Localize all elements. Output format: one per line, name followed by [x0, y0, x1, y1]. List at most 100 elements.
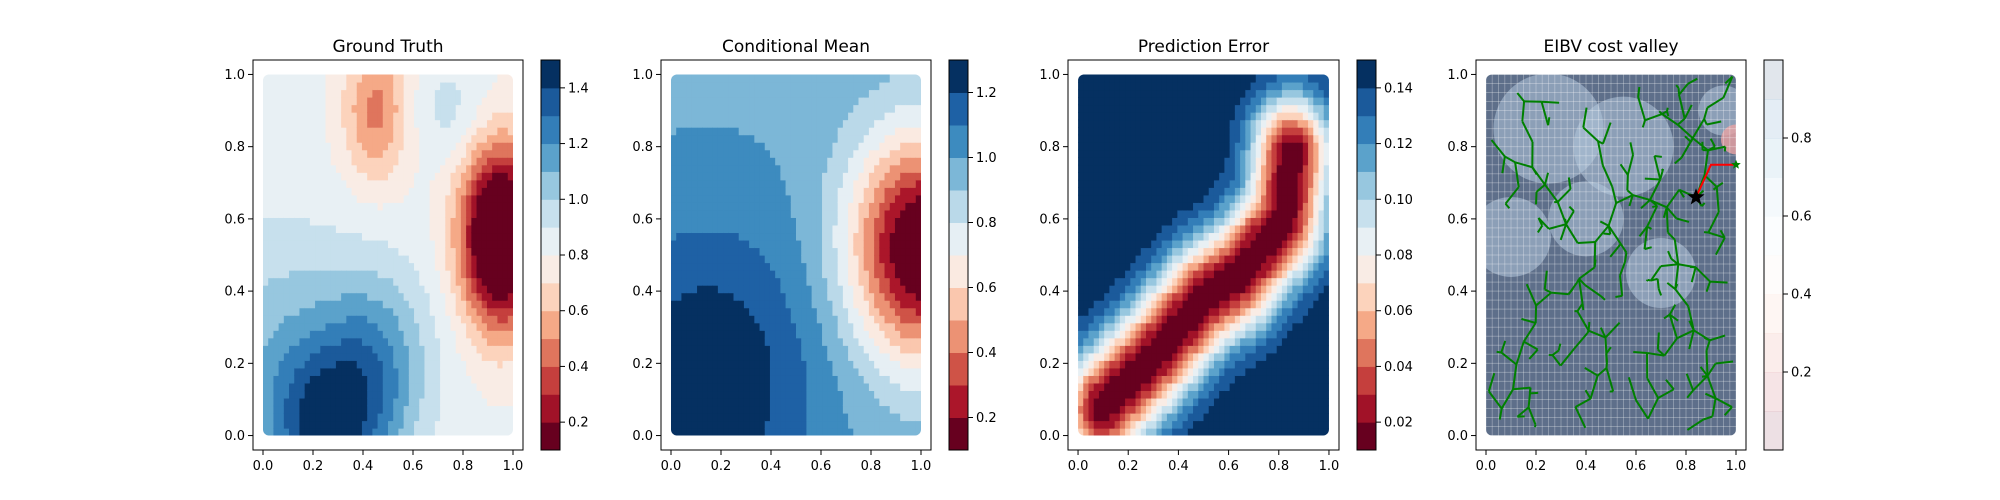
colorbar-segment — [1764, 372, 1783, 412]
tree-edge — [1711, 398, 1717, 417]
tree-edge — [1576, 310, 1590, 332]
tree-edge — [1628, 194, 1634, 207]
tree-edge — [1593, 259, 1597, 268]
tree-edge — [1678, 83, 1689, 96]
colorbar-segment — [541, 199, 560, 228]
tree-edge — [1589, 375, 1599, 399]
tree-edge — [1716, 182, 1724, 188]
tree-edge — [1500, 351, 1518, 366]
tree-edge — [1633, 350, 1648, 355]
y-tick-label: 0.0 — [1447, 429, 1468, 444]
tree-edge — [1652, 204, 1658, 209]
colorbar-tick-label: 1.4 — [568, 81, 589, 96]
tree-edge — [1699, 366, 1709, 377]
x-tick-label: 1.0 — [1726, 459, 1747, 474]
tree-edge — [1684, 135, 1692, 143]
tree-edge — [1663, 337, 1678, 357]
y-tick-label: 0.2 — [632, 357, 653, 372]
tree-edge — [1677, 117, 1686, 126]
tree-edge — [1705, 350, 1709, 376]
tree-edge — [1660, 168, 1664, 172]
tree-edge — [1599, 327, 1607, 338]
tree-edge — [1719, 229, 1726, 239]
tree-edge — [1676, 329, 1695, 340]
panel-3: 0.0 0.2 0.4 0.6 0.8 1.0 0.0 0.2 0.4 0.6 0.8 1.0 Pred… — [1039, 37, 1340, 474]
tree-edge — [1599, 220, 1610, 227]
colorbar-segment — [541, 115, 560, 145]
tree-edge — [1707, 211, 1720, 233]
tree-edge — [1609, 243, 1622, 258]
tree-edge — [1665, 206, 1678, 220]
colorbar-segment — [949, 60, 968, 93]
tree-edge — [1708, 231, 1726, 239]
tree-edge — [1540, 101, 1550, 126]
rrt-tree — [1487, 75, 1734, 431]
tree-edge — [1565, 210, 1575, 225]
colorbar-tick-label: 0.10 — [1384, 193, 1413, 208]
tree-edge — [1516, 92, 1525, 102]
colorbar-tick-label: 1.2 — [976, 86, 997, 101]
tree-edge — [1521, 101, 1526, 122]
tree-edge — [1501, 156, 1506, 174]
cost-blob — [1486, 196, 1551, 277]
axes-frame — [1475, 59, 1747, 451]
planned-path — [1695, 163, 1736, 198]
tree-edge — [1703, 174, 1718, 188]
y-tick-label: 1.0 — [1039, 68, 1060, 83]
colorbar-segment — [949, 320, 968, 353]
colorbar-segment — [1357, 171, 1376, 200]
chart-title: Prediction Error — [1138, 37, 1269, 57]
tree-edge — [1490, 139, 1506, 158]
tree-edge — [1521, 317, 1536, 324]
tree-edge — [1559, 348, 1575, 367]
tree-edge — [1647, 278, 1652, 282]
tree-edge — [1666, 107, 1669, 112]
tree-edge — [1654, 154, 1662, 158]
tree-edge — [1626, 174, 1629, 191]
x-tick-label: 0.6 — [811, 459, 832, 474]
tree-edge — [1605, 367, 1615, 392]
colorbar-tick-label: 0.8 — [976, 216, 997, 231]
current-location-marker — [1687, 188, 1705, 205]
axes-frame — [660, 59, 932, 451]
y-tick-label: 0.4 — [632, 285, 653, 300]
tree-edge — [1646, 377, 1660, 399]
tree-edge — [1658, 110, 1663, 115]
colorbar-segment — [541, 60, 560, 89]
colorbar-tick-label: 0.8 — [568, 249, 589, 264]
colorbar-segment — [541, 143, 560, 172]
tree-edge — [1687, 77, 1698, 85]
tree-edge — [1647, 397, 1660, 420]
tree-edge — [1666, 282, 1676, 291]
y-tick-label: 1.0 — [632, 68, 653, 83]
tree-edge — [1705, 340, 1711, 351]
colorbar-segment — [949, 157, 968, 191]
target-marker — [1731, 159, 1741, 169]
tree-edge — [1688, 330, 1695, 350]
tree-edge — [1629, 142, 1635, 156]
tree-edge — [1635, 399, 1649, 420]
tree-edge — [1685, 373, 1695, 391]
tree-edge — [1523, 340, 1539, 351]
y-tick-label: 0.8 — [1447, 140, 1468, 155]
tree-edge — [1607, 202, 1618, 227]
tree-edge — [1547, 117, 1551, 126]
colorbar-segment — [541, 366, 560, 395]
y-tick-label: 0.4 — [1447, 285, 1468, 300]
colorbar-segment — [1764, 333, 1783, 373]
colorbar-segment — [949, 385, 968, 418]
tree-edge — [1650, 265, 1662, 282]
x-tick-label: 1.0 — [1319, 459, 1340, 474]
tree-edge — [1522, 322, 1537, 343]
tree-edge — [1724, 75, 1734, 85]
tree-edge — [1676, 217, 1690, 223]
tree-edge — [1500, 388, 1514, 410]
colorbar-segment — [1764, 99, 1783, 139]
colorbar-4: 0.2 0.4 0.6 0.8 — [1763, 59, 1812, 451]
tree-edge — [1584, 389, 1592, 400]
tree-edge — [1535, 191, 1538, 205]
x-tick-label: 0.2 — [1118, 459, 1139, 474]
x-tick-label: 1.0 — [911, 459, 932, 474]
tree-edge — [1707, 145, 1716, 152]
colorbar-tick-label: 0.06 — [1384, 304, 1413, 319]
